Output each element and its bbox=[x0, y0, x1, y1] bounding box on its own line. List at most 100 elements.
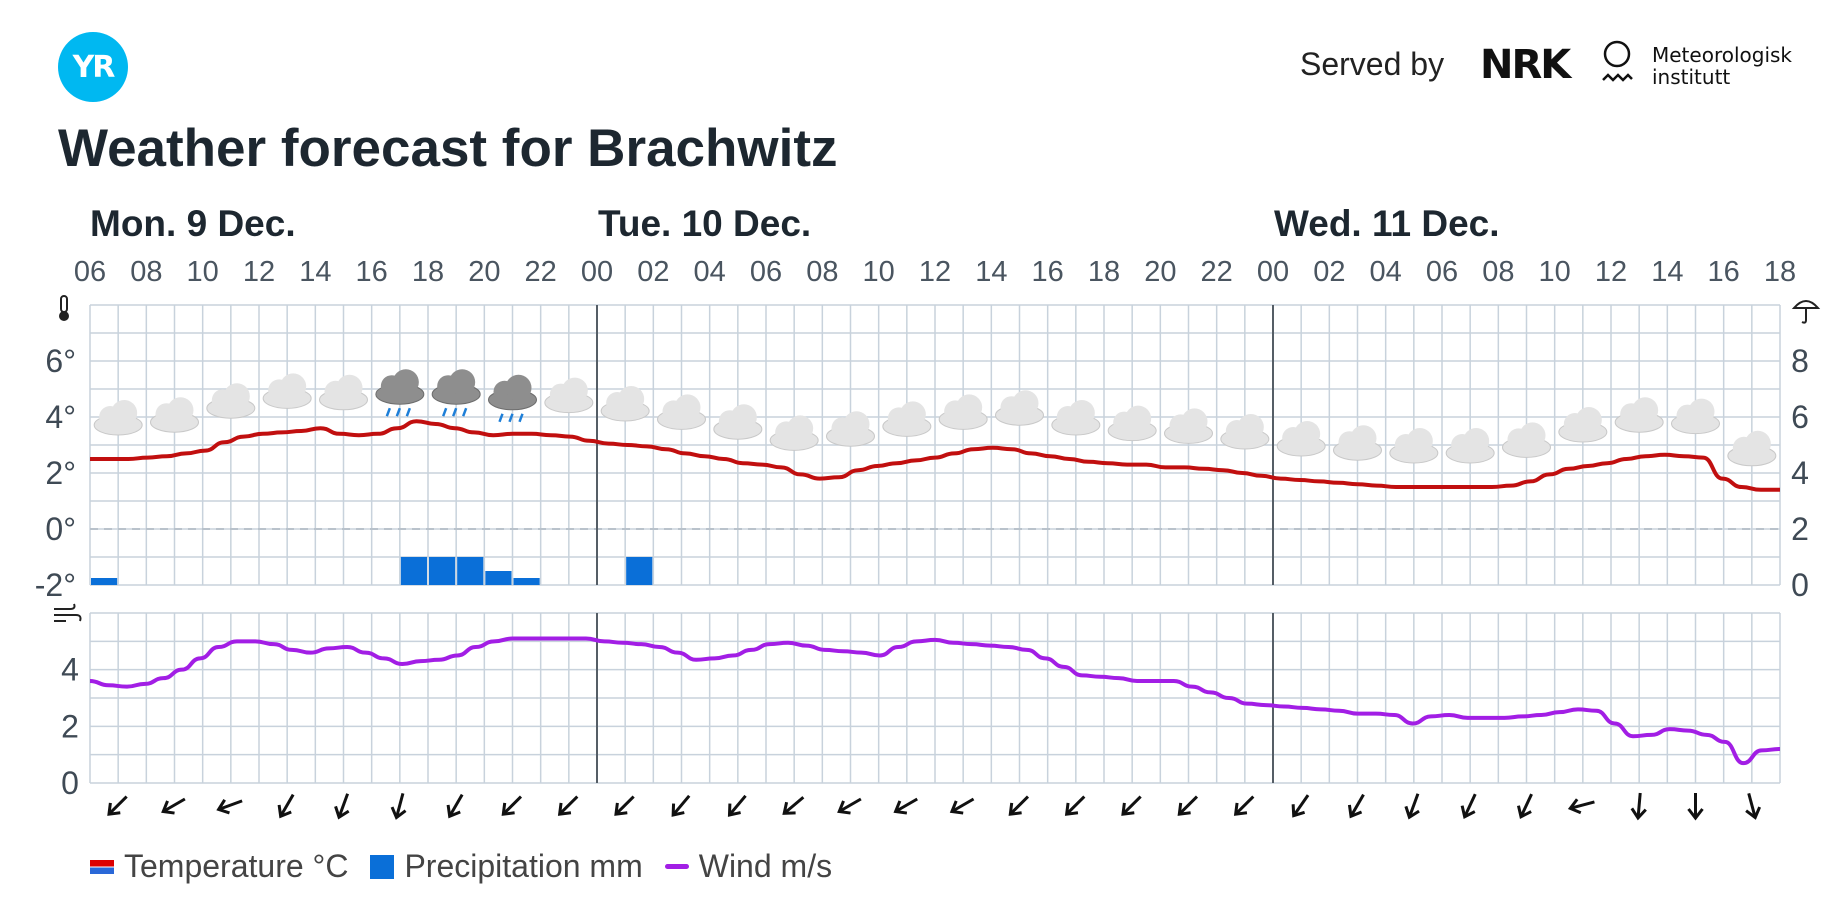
arrow-head bbox=[446, 804, 461, 819]
cloud-puff bbox=[618, 386, 645, 412]
cloud-puff bbox=[843, 411, 870, 438]
cloud-icon bbox=[1671, 398, 1720, 435]
rain-cloud-icon bbox=[431, 369, 481, 417]
page-title: Weather forecast for Brachwitz bbox=[58, 119, 838, 178]
precipitation-bar bbox=[429, 557, 456, 585]
wind-arrow-icon bbox=[1567, 798, 1595, 815]
cloud-icon bbox=[657, 394, 706, 430]
hour-tick-label: 20 bbox=[1144, 256, 1176, 288]
cloud-icon bbox=[995, 390, 1044, 426]
temp-axis-label: 4° bbox=[45, 399, 76, 435]
temp-axis-label: 0° bbox=[45, 511, 76, 547]
cloud-icon bbox=[1558, 407, 1608, 443]
wind-arrow-icon bbox=[390, 793, 407, 820]
wind-arrow-icon bbox=[837, 797, 862, 815]
met-line1: Meteorologisk bbox=[1652, 43, 1793, 67]
hour-tick-label: 06 bbox=[1426, 256, 1458, 288]
wind-arrow-icon bbox=[893, 797, 918, 815]
arrow-head bbox=[1121, 802, 1135, 816]
cloud-puff bbox=[505, 374, 532, 401]
hour-tick-label: 14 bbox=[975, 256, 1007, 288]
raindrop bbox=[405, 407, 412, 417]
wind-arrow-icon bbox=[949, 797, 975, 815]
hour-tick-label: 10 bbox=[1539, 256, 1571, 288]
cloud-puff bbox=[787, 415, 814, 442]
temperature-swatch bbox=[90, 859, 114, 874]
arrow-shaft bbox=[1235, 795, 1255, 815]
arrow-shaft bbox=[108, 795, 128, 815]
wind-grid bbox=[89, 612, 1781, 784]
raindrop bbox=[461, 407, 468, 417]
arrow-head bbox=[614, 802, 628, 816]
met-line2: institutt bbox=[1652, 65, 1731, 89]
precipitation-swatch bbox=[370, 854, 395, 879]
arrow-shaft bbox=[163, 797, 186, 813]
cloud-icon bbox=[1333, 425, 1382, 461]
wind-arrow-icon bbox=[614, 795, 635, 816]
cloud-puff bbox=[1463, 428, 1490, 454]
cloud-puff bbox=[1632, 397, 1659, 424]
hour-tick-label: 08 bbox=[806, 256, 838, 288]
raindrop bbox=[518, 413, 524, 423]
cloud-icon bbox=[1276, 421, 1326, 457]
arrow-head bbox=[216, 798, 230, 815]
raindrop bbox=[395, 407, 402, 417]
nrk-logo[interactable]: NRK bbox=[1480, 42, 1571, 88]
temp-axis-label: 2° bbox=[45, 455, 76, 491]
hour-tick-label: 10 bbox=[863, 256, 895, 288]
raindrop bbox=[451, 407, 458, 417]
wind-arrow-icon bbox=[1630, 792, 1647, 821]
wind-arrow-icon bbox=[1745, 793, 1762, 820]
met-logo-icon[interactable] bbox=[1600, 40, 1634, 94]
hour-tick-label: 02 bbox=[637, 256, 669, 288]
hour-tick-label: 06 bbox=[74, 256, 106, 288]
cloud-icon bbox=[1445, 428, 1495, 464]
arrow-shaft bbox=[839, 797, 862, 813]
cloud-puff bbox=[956, 394, 983, 421]
arrow-shaft bbox=[1009, 795, 1030, 815]
cloud-icon bbox=[713, 404, 763, 440]
hour-tick-label: 14 bbox=[299, 256, 331, 288]
wind-arrow-icon bbox=[557, 795, 579, 816]
hour-tick-label: 14 bbox=[1651, 256, 1683, 288]
arrow-shaft bbox=[279, 793, 295, 817]
cloud-icon bbox=[319, 374, 368, 411]
legend-precipitation: Precipitation mm bbox=[370, 848, 643, 885]
day-header-1: Mon. 9 Dec. bbox=[90, 203, 296, 244]
hour-tick-label: 04 bbox=[694, 256, 726, 288]
wind-arrow-icon bbox=[334, 793, 350, 820]
cloud-puff bbox=[1125, 405, 1152, 432]
wind-arrow-icon bbox=[277, 793, 295, 819]
cloud-puff bbox=[899, 401, 926, 428]
cloud-icon bbox=[826, 411, 875, 447]
arrow-head bbox=[1630, 807, 1647, 821]
wind-arrow-icon bbox=[107, 795, 128, 816]
yr-logo[interactable]: YR bbox=[58, 32, 128, 102]
cloud-icon bbox=[262, 373, 312, 409]
raindrop bbox=[385, 407, 392, 417]
cloud-puff bbox=[1575, 407, 1602, 433]
hour-tick-label: 12 bbox=[1595, 256, 1627, 288]
precipitation-bar bbox=[400, 557, 427, 585]
umbrella-icon bbox=[1791, 300, 1821, 324]
wind-arrow-icon bbox=[671, 794, 691, 817]
cloud-puff bbox=[449, 369, 476, 396]
cloud-icon bbox=[769, 415, 819, 451]
wind-arrow-icon bbox=[501, 795, 523, 816]
precipitation-bar bbox=[457, 557, 484, 585]
cloud-puff bbox=[1237, 414, 1264, 440]
wind-arrow-icon bbox=[1121, 795, 1142, 816]
cloud-puff bbox=[1068, 400, 1095, 426]
hour-tick-label: 16 bbox=[1032, 256, 1064, 288]
cloud-icon bbox=[600, 386, 650, 422]
temp-axis-label: -2° bbox=[35, 567, 76, 603]
hour-tick-label: 16 bbox=[356, 256, 388, 288]
arrow-shaft bbox=[1408, 793, 1420, 817]
arrow-shaft bbox=[395, 793, 405, 817]
cloud-puff bbox=[1181, 408, 1208, 435]
arrow-head bbox=[1567, 798, 1582, 815]
cloud-puff bbox=[392, 369, 419, 396]
arrow-shaft bbox=[1747, 793, 1757, 817]
arrow-shaft bbox=[1463, 793, 1477, 817]
